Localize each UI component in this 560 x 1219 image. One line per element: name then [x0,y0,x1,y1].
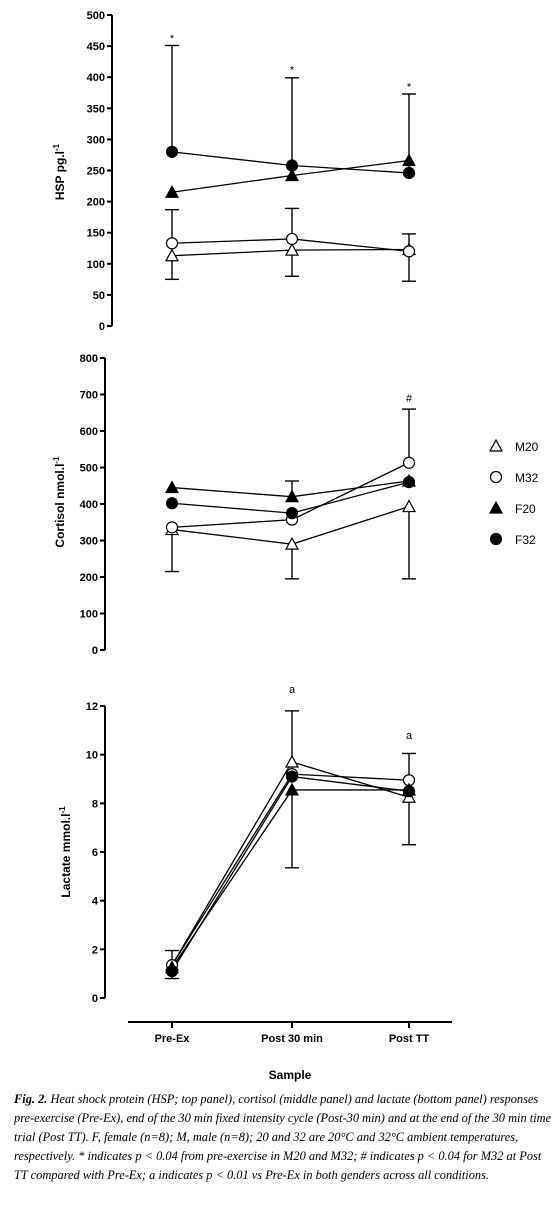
significance-marker: a [289,684,296,696]
y-axis-label-superscript: -1 [58,806,67,814]
legend-label-f20: F20 [515,502,536,516]
y-tick-label: 8 [92,798,98,810]
y-tick-label: 4 [92,896,99,908]
legend-marker-f20 [488,500,504,514]
data-point-m20 [284,754,300,768]
legend-marker-m32 [489,470,503,484]
data-point-f32 [402,476,416,489]
data-point-f32 [165,497,179,510]
data-point-f20 [284,782,300,796]
legend-label-m32: M32 [515,471,539,485]
chart-panel-middle: 0 100 200 300 400 500 600 700 800 Cortisol nmol.l… [52,353,417,657]
y-tick-label: 10 [86,750,98,762]
data-point-f32 [402,166,416,180]
significance-marker: * [290,65,295,77]
caption-label: Fig. 2. [14,1092,48,1106]
series-line-f20 [171,789,409,968]
data-point-m32 [165,521,179,534]
y-tick-label: 400 [87,72,105,84]
y-tick-label: 300 [87,134,105,146]
y-axis-label-text: Cortisol nmol.l [53,464,67,548]
y-tick-label: 50 [93,290,105,302]
legend: M20 M32 F20 F32 [488,438,539,547]
x-tick-label: Post TT [389,1033,430,1045]
data-point-m32 [165,237,179,250]
legend-marker-f32 [489,532,503,546]
x-tick-label: Pre-Ex [155,1033,191,1045]
figure-caption: Fig. 2. Heat shock protein (HSP; top pan… [14,1090,554,1185]
data-point-f32 [285,159,299,172]
x-tick-label: Post 30 min [261,1033,323,1045]
y-tick-label: 700 [80,390,98,402]
significance-marker: a [406,730,413,742]
y-axis-label: Cortisol nmol.l-1 [52,456,67,548]
y-tick-label: 0 [92,993,98,1005]
y-tick-label: 500 [87,10,105,22]
legend-label-m20: M20 [515,440,539,454]
legend-marker-m20 [488,438,504,452]
significance-marker: * [407,82,412,94]
significance-marker: # [406,393,413,405]
y-tick-label: 500 [80,463,98,475]
y-tick-label: 400 [80,499,98,511]
data-point-f20 [164,185,180,198]
y-axis-label-text: Lactate mmol.l [59,814,73,898]
data-point-m20 [284,536,300,550]
y-tick-label: 800 [80,353,98,365]
y-tick-label: 300 [80,536,98,548]
data-point-f32 [165,965,179,978]
y-axis-label-superscript: -1 [52,143,61,151]
legend-label-f32: F32 [515,533,536,547]
data-point-m20 [164,248,180,262]
y-axis-label-text: HSP pg.l [53,151,67,200]
data-point-f32 [285,507,299,520]
data-point-m32 [285,232,299,246]
y-tick-label: 2 [92,944,98,956]
y-tick-label: 0 [92,645,98,657]
y-tick-label: 150 [87,228,105,240]
y-tick-label: 450 [87,41,105,53]
y-tick-label: 100 [87,259,105,271]
y-tick-label: 250 [87,166,105,178]
data-point-f20 [284,168,300,182]
data-point-f32 [165,145,179,158]
data-point-f20 [284,489,300,503]
significance-marker: * [170,33,175,45]
data-point-m32 [402,245,416,258]
y-axis-label: Lactate mmol.l-1 [58,806,73,898]
data-point-m20 [284,242,300,256]
y-tick-label: 200 [80,572,98,584]
y-tick-label: 350 [87,103,105,115]
y-axis-label-superscript: -1 [52,456,61,464]
series-line-m32 [171,773,410,966]
x-axis-label: Sample [269,1068,312,1082]
caption-text: Heat shock protein (HSP; top panel), cor… [14,1092,552,1182]
series-line-f32 [171,775,410,972]
chart-panel-bottom: 0 2 4 6 8 10 12 Lactate mmol.l-1 a a Pre-Ex Post 30… [58,684,452,1082]
data-point-f20 [164,480,180,494]
y-axis-label: HSP pg.l-1 [52,143,67,200]
y-tick-label: 0 [99,321,105,333]
data-point-f32 [402,785,416,798]
chart-panel-top: 0 50 100 150 200 250 300 350 400 450 500 HSP pg.l-1… [52,10,417,333]
data-point-f32 [285,770,299,783]
y-tick-label: 100 [80,609,98,621]
data-point-f20 [401,153,417,167]
y-tick-label: 12 [86,701,98,713]
y-tick-label: 200 [87,197,105,209]
data-point-m32 [402,456,416,469]
data-point-m20 [401,499,417,513]
y-tick-label: 600 [80,426,98,438]
y-tick-label: 6 [92,847,98,859]
